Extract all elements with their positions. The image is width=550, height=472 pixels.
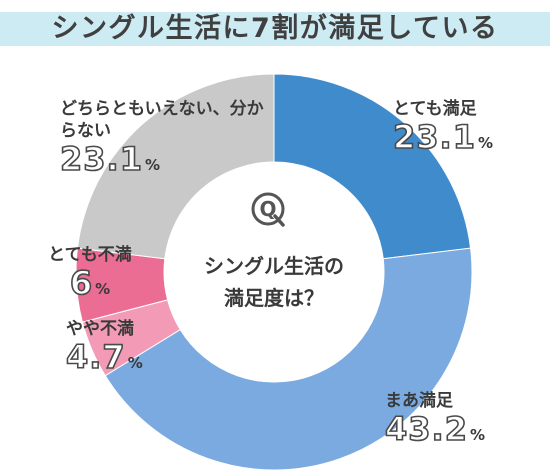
- label-very-satisfied-category: とても満足: [393, 99, 477, 119]
- label-neither-value: 23.1: [59, 140, 143, 178]
- label-very-satisfied: とても満足 23.1%: [392, 98, 493, 156]
- center-question-line1: シングル生活の: [204, 254, 344, 278]
- label-somewhat-satisfied: まあ満足 43.2%: [384, 390, 485, 448]
- center-question: シングル生活の 満足度は？: [174, 250, 374, 314]
- title-band: [0, 12, 550, 46]
- label-very-dissatisfied-category: とても不満: [48, 245, 132, 265]
- q-badge-letter: Q: [259, 197, 276, 221]
- label-somewhat-dissatisfied-value: 4.7: [65, 338, 126, 376]
- label-neither: どちらともいえない、分からない 23.1%: [59, 98, 280, 178]
- center-question-line2: 満足度は？: [224, 286, 324, 310]
- page-title: シングル生活に7割が満足している: [51, 13, 499, 44]
- label-very-satisfied-value: 23.1: [392, 118, 476, 156]
- label-somewhat-dissatisfied-unit: %: [127, 354, 143, 372]
- label-somewhat-dissatisfied: やや不満 4.7%: [65, 318, 143, 376]
- label-neither-unit: %: [144, 156, 160, 174]
- label-very-satisfied-unit: %: [477, 134, 493, 152]
- slice-neither: [76, 73, 275, 260]
- label-very-dissatisfied-unit: %: [95, 280, 111, 298]
- q-badge: Q: [251, 192, 285, 227]
- label-somewhat-satisfied-category: まあ満足: [385, 391, 453, 411]
- slice-very-satisfied: [273, 73, 472, 260]
- label-somewhat-satisfied-unit: %: [469, 426, 485, 444]
- label-very-dissatisfied: とても不満 6%: [34, 244, 146, 302]
- label-somewhat-satisfied-value: 43.2: [384, 410, 468, 448]
- label-neither-category: どちらともいえない、分からない: [60, 99, 264, 141]
- label-very-dissatisfied-value: 6: [69, 264, 94, 302]
- slice-somewhat-satisfied: [104, 247, 473, 471]
- label-somewhat-dissatisfied-category: やや不満: [66, 319, 134, 339]
